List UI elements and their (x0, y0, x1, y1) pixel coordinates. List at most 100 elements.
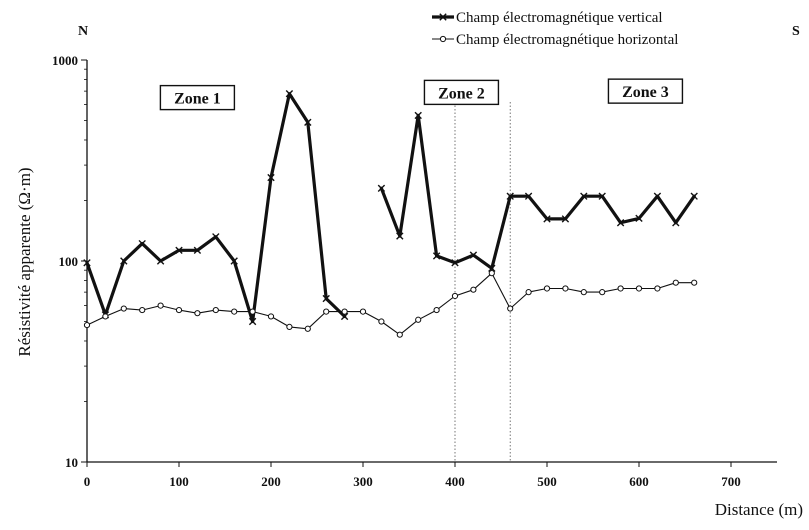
data-point-cross (432, 252, 441, 260)
north-label: N (78, 24, 88, 39)
y-tick-label: 10 (65, 455, 78, 470)
data-point-circle (175, 306, 183, 314)
data-point-cross (322, 294, 330, 303)
data-point-cross (212, 233, 220, 241)
data-point-cross (193, 246, 202, 255)
data-point-cross (451, 259, 459, 267)
data-point-circle (580, 289, 587, 296)
data-point-circle (415, 316, 422, 323)
data-point-circle (157, 302, 164, 309)
zone-label: Zone 3 (622, 84, 669, 101)
data-point-cross (580, 192, 588, 200)
zone-boundaries (454, 102, 511, 462)
y-axis-label: Résistivité apparente (Ω·m) (15, 167, 34, 356)
data-point-circle (562, 285, 569, 292)
data-point-circle (194, 310, 201, 317)
data-point-cross (635, 214, 643, 223)
x-tick-label: 400 (445, 474, 465, 489)
data-point-cross (598, 192, 606, 200)
data-point-cross (285, 89, 294, 98)
data-point-circle (231, 308, 238, 315)
zone-box (607, 78, 684, 104)
data-point-cross (304, 118, 312, 126)
text-group: 0 100 200 300 400 500 600 700 10 100 1000 Zone 1 Zon… (52, 13, 741, 489)
data-point-cross (340, 312, 349, 321)
zone-label: Zone 1 (174, 91, 221, 108)
data-point-circle (488, 270, 495, 277)
zone-label: Zone 2 (438, 85, 485, 102)
data-point-circle (433, 306, 440, 314)
series-vertical (83, 89, 698, 326)
legend-label-vertical: Champ électromagnétique vertical (456, 10, 663, 26)
data-point-circle (341, 308, 348, 315)
data-point-circle (359, 308, 367, 315)
data-point-cross (543, 215, 551, 223)
data-point-circle (439, 35, 447, 43)
data-point-cross (672, 219, 680, 227)
data-point-cross (120, 257, 128, 265)
south-label: S (792, 24, 800, 39)
data-point-circle (635, 285, 643, 292)
data-point-circle (120, 305, 127, 312)
data-point-circle (470, 286, 477, 293)
data-point-circle (323, 308, 330, 315)
data-point-circle (378, 318, 385, 325)
series-horizontal (83, 270, 698, 338)
x-tick-label: 100 (169, 474, 189, 489)
data-point-cross (616, 219, 625, 227)
data-point-cross (488, 264, 496, 272)
x-tick-label: 300 (353, 474, 373, 489)
data-point-cross (396, 232, 404, 240)
data-point-cross (524, 192, 533, 200)
data-point-circle (212, 306, 219, 314)
data-point-circle (396, 331, 403, 338)
series-line (85, 92, 347, 324)
data-point-cross (175, 246, 183, 255)
legend-label-horizontal: Champ électromagnétique horizontal (456, 32, 678, 48)
data-point-cross (439, 13, 447, 21)
zone-box (423, 79, 500, 106)
data-point-cross (156, 257, 165, 265)
data-point-circle (691, 279, 698, 286)
data-point-cross (414, 111, 422, 120)
data-point-circle (525, 289, 532, 296)
data-point-circle (286, 323, 293, 331)
y-tick-label: 100 (59, 254, 79, 269)
series-group (83, 89, 698, 338)
data-point-cross (690, 192, 698, 200)
data-point-cross (138, 239, 146, 248)
data-point-cross (469, 251, 478, 259)
data-point-cross (248, 317, 257, 326)
data-point-circle (654, 285, 661, 292)
data-point-circle (451, 292, 459, 300)
data-point-circle (617, 285, 624, 292)
x-tick-label: 700 (721, 474, 741, 489)
y-tick-label: 1000 (52, 53, 78, 68)
axes (81, 59, 777, 467)
data-point-circle (102, 313, 109, 320)
series-line (379, 113, 696, 270)
x-tick-label: 200 (261, 474, 281, 489)
x-tick-label: 600 (629, 474, 649, 489)
data-point-cross (267, 173, 275, 182)
data-point-cross (230, 257, 238, 265)
x-tick-label: 0 (84, 474, 91, 489)
x-tick-label: 500 (537, 474, 557, 489)
data-point-circle (672, 279, 679, 286)
series-line (86, 272, 695, 336)
data-point-circle (83, 321, 91, 329)
data-point-circle (304, 325, 311, 332)
data-point-cross (561, 215, 570, 223)
x-axis-label: Distance (m) (715, 500, 803, 519)
data-point-cross (506, 192, 514, 200)
data-point-cross (377, 184, 386, 192)
data-point-circle (507, 305, 514, 312)
data-point-circle (599, 289, 606, 296)
data-point-cross (653, 192, 662, 200)
data-point-circle (139, 306, 146, 314)
data-point-circle (267, 313, 275, 320)
data-point-cross (83, 259, 91, 267)
data-point-circle (543, 285, 551, 292)
